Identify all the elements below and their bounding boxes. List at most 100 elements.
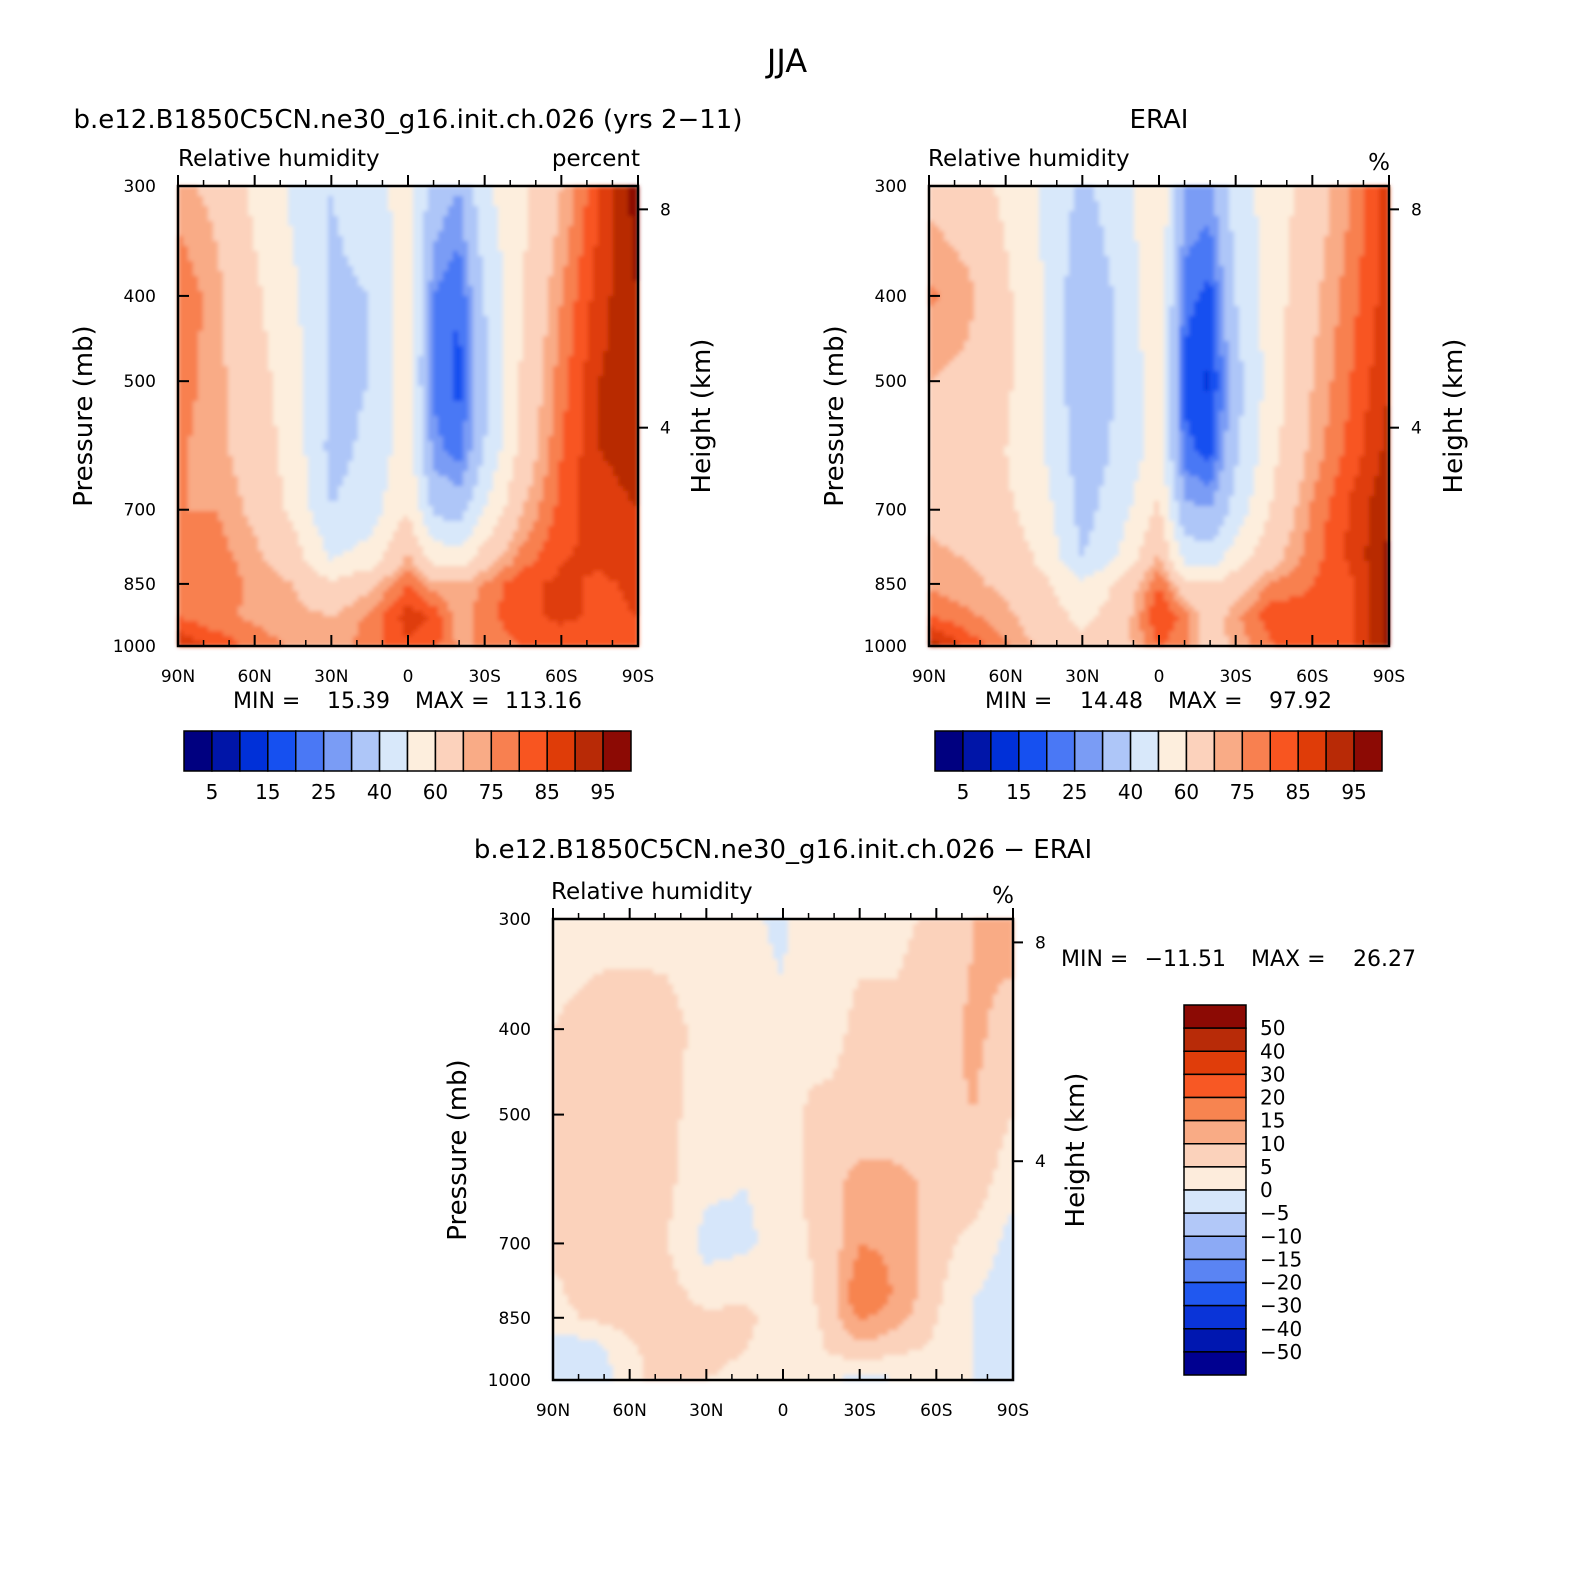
- heatmap-cell: [533, 341, 539, 347]
- heatmap-cell: [253, 306, 259, 312]
- heatmap-cell: [278, 276, 284, 282]
- heatmap-cell: [388, 256, 394, 262]
- heatmap-cell: [553, 391, 559, 397]
- heatmap-cell: [568, 206, 574, 212]
- heatmap-cell: [463, 221, 469, 227]
- heatmap-cell: [213, 316, 219, 322]
- heatmap-cell: [308, 371, 314, 377]
- heatmap-cell: [623, 441, 629, 447]
- heatmap-cell: [488, 246, 494, 252]
- heatmap-cell: [243, 416, 249, 422]
- heatmap-cell: [283, 426, 289, 432]
- heatmap-cell: [263, 316, 269, 322]
- heatmap-cell: [453, 366, 459, 372]
- heatmap-cell: [323, 246, 329, 252]
- heatmap-cell: [498, 371, 504, 377]
- heatmap-cell: [223, 421, 229, 427]
- heatmap-cell: [193, 431, 199, 437]
- heatmap-cell: [623, 436, 629, 442]
- heatmap-cell: [463, 386, 469, 392]
- heatmap-cell: [608, 241, 614, 247]
- heatmap-cell: [423, 201, 429, 207]
- heatmap-cell: [578, 311, 584, 317]
- heatmap-cell: [293, 406, 299, 412]
- heatmap-cell: [188, 251, 194, 257]
- heatmap-cell: [363, 256, 369, 262]
- heatmap-cell: [578, 286, 584, 292]
- heatmap-cell: [533, 391, 539, 397]
- heatmap-cell: [508, 371, 514, 377]
- heatmap-cell: [338, 386, 344, 392]
- heatmap-cell: [208, 226, 214, 232]
- heatmap-cell: [378, 331, 384, 337]
- heatmap-cell: [478, 381, 484, 387]
- heatmap-cell: [258, 271, 264, 277]
- heatmap-cell: [568, 226, 574, 232]
- heatmap-cell: [448, 206, 454, 212]
- heatmap-cell: [588, 356, 594, 362]
- heatmap-cell: [358, 396, 364, 402]
- heatmap-cell: [533, 296, 539, 302]
- heatmap-cell: [538, 236, 544, 242]
- heatmap-cell: [623, 396, 629, 402]
- heatmap-cell: [523, 206, 529, 212]
- heatmap-cell: [473, 421, 479, 427]
- heatmap-cell: [463, 331, 469, 337]
- heatmap-cell: [618, 316, 624, 322]
- heatmap-cell: [253, 391, 259, 397]
- heatmap-cell: [238, 216, 244, 222]
- heatmap-cell: [448, 286, 454, 292]
- heatmap-cell: [258, 246, 264, 252]
- heatmap-cell: [213, 376, 219, 382]
- heatmap-cell: [233, 331, 239, 337]
- heatmap-cell: [513, 286, 519, 292]
- heatmap-cell: [373, 216, 379, 222]
- heatmap-cell: [583, 361, 589, 367]
- heatmap-cell: [223, 196, 229, 202]
- heatmap-cell: [523, 386, 529, 392]
- heatmap-cell: [308, 221, 314, 227]
- heatmap-cell: [493, 241, 499, 247]
- heatmap-cell: [438, 241, 444, 247]
- heatmap-cell: [263, 291, 269, 297]
- heatmap-cell: [298, 426, 304, 432]
- heatmap-cell: [243, 381, 249, 387]
- heatmap-cell: [263, 436, 269, 442]
- heatmap-cell: [468, 391, 474, 397]
- heatmap-cell: [248, 191, 254, 197]
- heatmap-cell: [458, 206, 464, 212]
- heatmap-cell: [203, 366, 209, 372]
- heatmap-cell: [193, 266, 199, 272]
- heatmap-cell: [368, 341, 374, 347]
- heatmap-cell: [318, 331, 324, 337]
- heatmap-cell: [353, 271, 359, 277]
- heatmap-cell: [453, 221, 459, 227]
- heatmap-cell: [408, 261, 414, 267]
- heatmap-cell: [458, 346, 464, 352]
- heatmap-cell: [393, 331, 399, 337]
- heatmap-cell: [628, 231, 634, 237]
- heatmap-cell: [218, 286, 224, 292]
- heatmap-cell: [353, 191, 359, 197]
- heatmap-cell: [188, 426, 194, 432]
- heatmap-cell: [198, 431, 204, 437]
- heatmap-cell: [558, 331, 564, 337]
- heatmap-cell: [583, 241, 589, 247]
- heatmap-cell: [278, 456, 284, 462]
- heatmap-cell: [233, 456, 239, 462]
- heatmap-cell: [573, 281, 579, 287]
- heatmap-cell: [418, 271, 424, 277]
- heatmap-cell: [583, 301, 589, 307]
- heatmap-cell: [403, 426, 409, 432]
- heatmap-cell: [358, 361, 364, 367]
- heatmap-cell: [373, 231, 379, 237]
- heatmap-cell: [213, 231, 219, 237]
- heatmap-cell: [503, 216, 509, 222]
- heatmap-cell: [258, 456, 264, 462]
- heatmap-cell: [448, 381, 454, 387]
- heatmap-cell: [538, 191, 544, 197]
- heatmap-cell: [468, 441, 474, 447]
- heatmap-cell: [558, 256, 564, 262]
- heatmap-cell: [478, 411, 484, 417]
- heatmap-cell: [208, 211, 214, 217]
